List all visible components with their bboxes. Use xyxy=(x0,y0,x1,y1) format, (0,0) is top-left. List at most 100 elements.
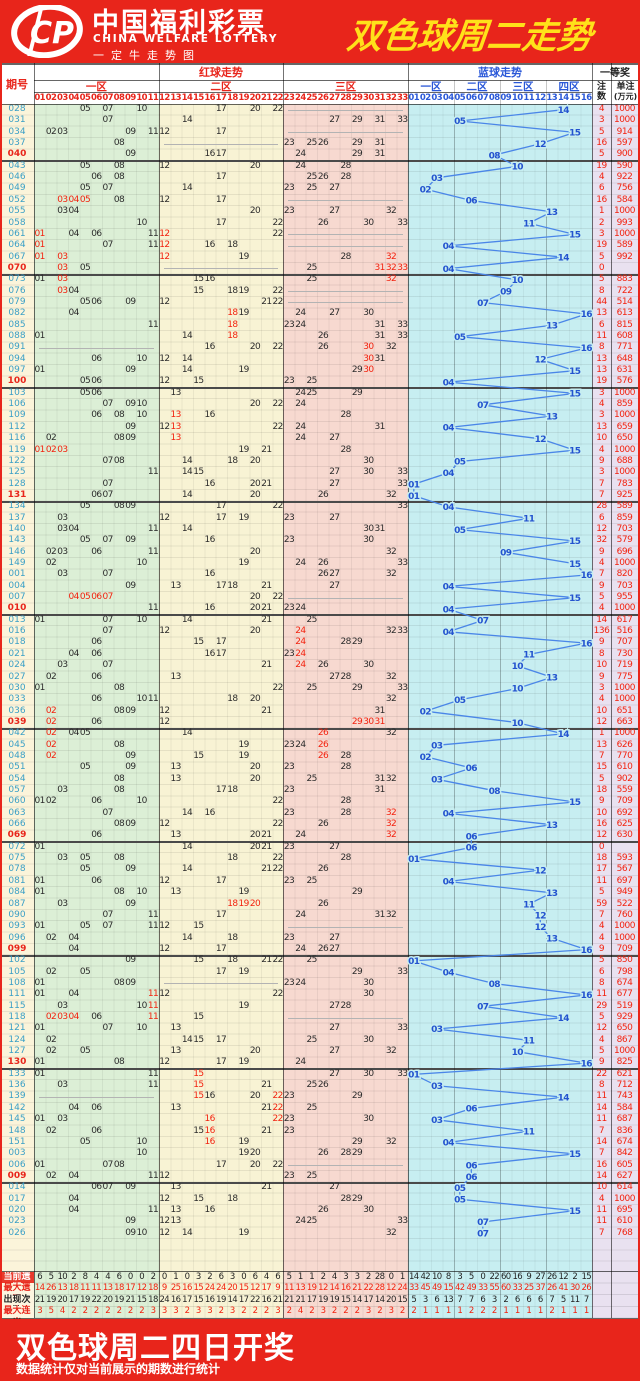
prize-value: 659 xyxy=(616,421,633,432)
trend-row: 004 09 13 17 18 21 27 9 703 xyxy=(0,581,640,592)
red-ball-cell: 09 xyxy=(125,750,136,761)
red-ball-cell: 30 xyxy=(363,1068,374,1079)
red-ball-cell: 03 xyxy=(57,523,68,534)
red-ball-cell: 19 xyxy=(238,898,250,909)
red-ball-cell: 04 xyxy=(68,1102,80,1113)
red-ball-cell: 28 xyxy=(340,160,352,171)
stat-value: 3 xyxy=(207,1306,213,1317)
red-ball-column-label: 01 xyxy=(34,92,46,104)
red-ball-cell: 09 xyxy=(125,864,136,875)
red-ball-cell: 21 xyxy=(261,1182,272,1193)
red-ball-cell: 33 xyxy=(397,966,408,977)
trend-row: 149 02 10 19 24 26 33 4 1000 xyxy=(0,558,640,569)
prize-value: 771 xyxy=(616,342,633,353)
red-ball-cell: 02 xyxy=(45,444,57,455)
prize-value: 1000 xyxy=(614,694,635,705)
red-ball-cell: 17 xyxy=(215,104,227,114)
prize-count: 3 xyxy=(598,228,605,239)
red-ball-cell: 03 xyxy=(57,274,68,285)
red-ball-cell: 32 xyxy=(385,569,397,580)
red-ball-cell: 23 xyxy=(283,603,295,614)
stat-value: 25 xyxy=(170,1283,181,1294)
red-ball-cell: 23 xyxy=(283,183,295,194)
prize-value: 576 xyxy=(616,376,633,387)
trend-row: 013 01 07 10 14 21 25 14 617 xyxy=(0,615,640,626)
period-label: 122 xyxy=(8,455,26,466)
prize-value: 687 xyxy=(616,1114,633,1125)
period-label: 105 xyxy=(8,966,26,977)
trend-row: 021 04 06 16 17 23 24 8 730 xyxy=(0,649,640,660)
red-ball-cell: 06 xyxy=(91,830,102,841)
red-ball-cell: 25 xyxy=(306,376,318,387)
prize-count: 11 xyxy=(596,331,607,341)
period-label: 024 xyxy=(8,660,26,671)
red-ball-cell: 08 xyxy=(113,853,125,864)
red-ball-cell: 27 xyxy=(329,478,340,489)
prize-value: 1000 xyxy=(614,115,635,126)
red-ball-cell: 22 xyxy=(272,955,284,966)
stat-value: 3 xyxy=(229,1306,235,1317)
red-ball-cell: 30 xyxy=(363,217,374,228)
empty-zone-dash xyxy=(288,109,403,111)
period-label: 137 xyxy=(8,512,26,523)
red-zone-header: 三区 xyxy=(283,80,408,93)
prize-value: 1000 xyxy=(614,921,635,932)
red-ball-cell: 23 xyxy=(283,739,295,750)
empty-zone-dash xyxy=(288,200,403,202)
red-ball-cell: 15 xyxy=(193,376,204,387)
trend-row: 072 01 14 20 21 23 27 0 xyxy=(0,842,640,853)
red-ball-cell: 10 xyxy=(136,614,148,625)
prize-count: 5 xyxy=(598,126,605,137)
red-zone-header: 一区 xyxy=(34,80,159,93)
red-ball-cell: 01 xyxy=(34,365,46,376)
red-ball-cell: 23 xyxy=(283,138,295,149)
stat-value: 22 xyxy=(91,1294,102,1305)
stat-value: 11 xyxy=(569,1294,580,1305)
period-label: 121 xyxy=(8,1023,26,1034)
red-ball-column-label: 03 xyxy=(56,92,68,104)
red-ball-cell: 12 xyxy=(159,1170,170,1181)
red-ball-cell: 17 xyxy=(215,1057,227,1068)
stat-value: 16 xyxy=(204,1294,215,1305)
red-ball-cell: 27 xyxy=(329,580,340,591)
red-ball-cell: 14 xyxy=(181,841,193,852)
red-ball-cell: 28 xyxy=(340,444,352,455)
red-ball-cell: 19 xyxy=(238,365,250,376)
trend-row: 105 02 05 17 19 29 33 6 798 xyxy=(0,967,640,978)
prize-count: 8 xyxy=(598,648,605,659)
prize-count: 4 xyxy=(598,104,605,114)
period-label: 111 xyxy=(8,989,26,1000)
red-ball-cell: 10 xyxy=(136,796,148,807)
red-ball-column-label: 18 xyxy=(226,92,238,104)
red-ball-cell: 31 xyxy=(374,115,386,126)
prize-value: 697 xyxy=(616,875,633,886)
red-ball-cell: 21 xyxy=(261,1080,272,1091)
red-ball-cell: 21 xyxy=(261,478,272,489)
red-ball-cell: 32 xyxy=(385,626,397,637)
blue-ball-column-label: 13 xyxy=(546,92,558,104)
blue-zone-header: 二区 xyxy=(454,80,500,93)
trend-row: 017 04 12 15 18 28 29 4 1000 xyxy=(0,1194,640,1205)
red-ball-cell: 17 xyxy=(215,1034,227,1045)
stat-value: 3 xyxy=(150,1306,156,1317)
period-label: 119 xyxy=(8,444,26,455)
red-ball-column-label: 21 xyxy=(260,92,272,104)
prize-value: 722 xyxy=(616,285,633,296)
red-ball-cell: 10 xyxy=(136,399,148,410)
red-ball-cell: 31 xyxy=(374,319,386,330)
prize-count: 8 xyxy=(598,1080,605,1091)
prize-count: 7 xyxy=(598,1148,605,1159)
red-ball-cell: 27 xyxy=(329,433,340,444)
prize-count: 32 xyxy=(596,535,607,546)
red-ball-cell: 19 xyxy=(238,444,250,455)
red-ball-cell: 13 xyxy=(170,1102,182,1113)
red-ball-cell: 02 xyxy=(45,932,57,943)
red-ball-cell: 12 xyxy=(159,943,170,954)
red-ball-cell: 19 xyxy=(238,887,250,898)
red-ball-cell: 11 xyxy=(147,1068,159,1079)
red-ball-cell: 09 xyxy=(125,762,136,773)
red-ball-cell: 27 xyxy=(329,932,340,943)
red-ball-cell: 07 xyxy=(102,535,114,546)
red-ball-cell: 06 xyxy=(91,1102,102,1113)
red-ball-cell: 33 xyxy=(397,1023,408,1034)
